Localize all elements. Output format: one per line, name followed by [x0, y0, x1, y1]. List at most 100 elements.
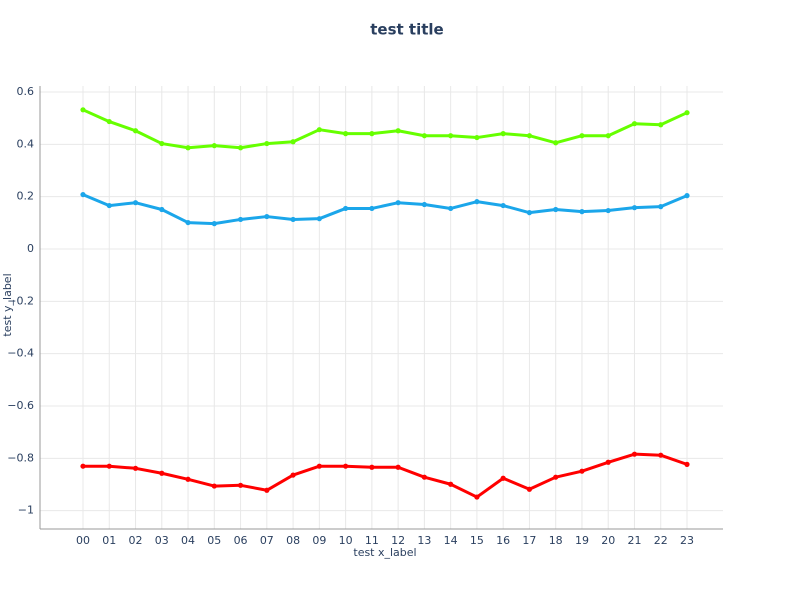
point	[237, 145, 244, 151]
series-line	[82, 193, 688, 226]
point	[421, 474, 427, 480]
point	[264, 140, 270, 147]
point	[658, 122, 664, 128]
point	[211, 483, 217, 489]
point	[500, 131, 506, 137]
x-axis-label: test x_label	[353, 546, 416, 559]
chart-title: test title	[370, 21, 443, 39]
point	[264, 213, 270, 220]
point	[421, 133, 427, 139]
point	[631, 205, 638, 211]
point	[343, 131, 349, 137]
point	[290, 139, 296, 145]
y-tick-label: −0.2	[7, 294, 34, 307]
point	[605, 133, 611, 139]
point	[185, 219, 191, 226]
x-tick-label: 05	[207, 534, 221, 547]
x-tick-label: 23	[680, 534, 694, 547]
x-tick-label: 01	[102, 534, 116, 547]
x-tick-label: 11	[365, 534, 379, 547]
point	[185, 145, 191, 151]
point	[369, 464, 375, 470]
point	[395, 128, 401, 134]
point	[605, 207, 611, 214]
point	[553, 206, 559, 213]
point	[369, 131, 375, 137]
point	[526, 133, 533, 139]
plot-area	[80, 107, 690, 500]
point	[106, 202, 112, 209]
x-tick-label: 14	[444, 534, 458, 547]
point	[395, 200, 401, 206]
point	[343, 205, 349, 212]
point	[684, 193, 690, 199]
x-tick-label: 04	[181, 534, 195, 547]
series-line	[82, 108, 688, 150]
point	[290, 216, 296, 223]
point	[553, 140, 559, 146]
x-tick-label: 15	[470, 534, 484, 547]
point	[211, 143, 217, 149]
x-tick-label: 16	[496, 534, 510, 547]
x-tick-label: 21	[627, 534, 641, 547]
point	[343, 463, 349, 469]
point	[474, 134, 480, 141]
x-tick-label: 20	[601, 534, 615, 547]
point	[631, 451, 638, 457]
y-tick-label: −0.8	[7, 451, 34, 464]
x-tick-label: 18	[549, 534, 563, 547]
y-axis-label: test y_label	[1, 273, 14, 336]
point	[448, 133, 454, 139]
point	[237, 216, 244, 223]
point	[684, 110, 690, 116]
point	[237, 482, 244, 488]
point	[316, 127, 322, 133]
point	[369, 205, 375, 212]
point	[579, 208, 585, 215]
point	[448, 205, 454, 212]
x-tick-label: 03	[155, 534, 169, 547]
point	[395, 464, 401, 470]
point	[211, 221, 217, 227]
point	[132, 200, 139, 206]
point	[631, 121, 638, 127]
point	[159, 140, 165, 147]
x-tick-label: 02	[129, 534, 143, 547]
point	[474, 494, 480, 500]
y-tick-label: −1	[18, 504, 34, 517]
point	[579, 133, 585, 139]
x-tick-label: 06	[234, 534, 248, 547]
grid	[40, 86, 723, 529]
point	[132, 128, 139, 134]
point	[684, 461, 690, 467]
point	[421, 201, 427, 208]
point	[106, 118, 112, 125]
x-tick-label: 08	[286, 534, 300, 547]
point	[500, 202, 506, 209]
point	[80, 463, 86, 469]
y-tick-label: 0.6	[17, 85, 35, 98]
point	[526, 486, 533, 492]
x-tick-label: 12	[391, 534, 405, 547]
y-tick-label: −0.4	[7, 347, 34, 360]
point	[264, 487, 270, 493]
point	[526, 210, 533, 216]
x-tick-label: 09	[312, 534, 326, 547]
point	[80, 191, 86, 198]
x-tick-label: 17	[522, 534, 536, 547]
point	[290, 472, 296, 478]
x-tick-label: 22	[654, 534, 668, 547]
point	[605, 459, 611, 465]
x-tick-label: 07	[260, 534, 274, 547]
y-tick-label: −0.6	[7, 399, 34, 412]
y-tick-label: 0.2	[17, 190, 35, 203]
x-tick-label: 10	[339, 534, 353, 547]
point	[448, 481, 454, 487]
point	[553, 474, 559, 480]
point	[132, 465, 139, 471]
point	[159, 470, 165, 476]
y-tick-label: 0	[27, 242, 34, 255]
point	[106, 463, 112, 469]
point	[500, 475, 506, 481]
